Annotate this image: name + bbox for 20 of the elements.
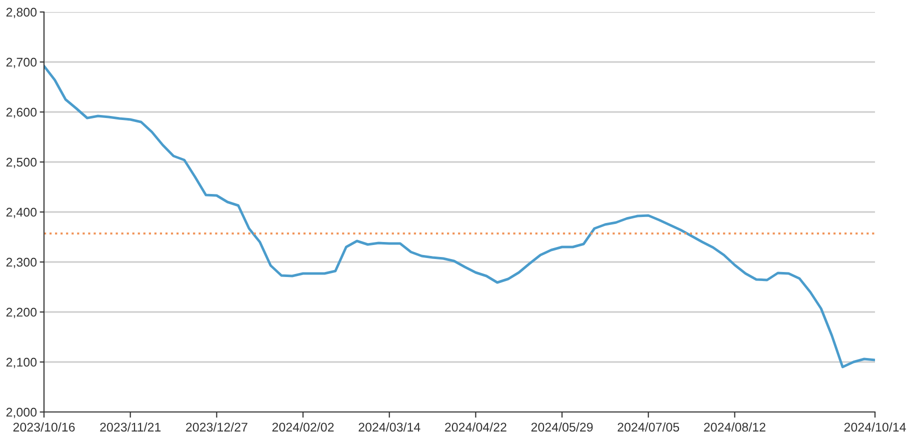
y-tick-label: 2,600 — [6, 108, 37, 118]
y-tick-label: 2,300 — [6, 258, 37, 268]
y-tick-label: 2,800 — [6, 8, 37, 18]
y-tick-label: 2,700 — [6, 58, 37, 68]
x-tick-label: 2024/10/14 — [844, 422, 906, 432]
x-tick-label: 2023/10/16 — [13, 422, 75, 432]
x-tick-label: 2024/05/29 — [531, 422, 593, 432]
y-tick-label: 2,400 — [6, 208, 37, 218]
x-tick-label: 2023/11/21 — [100, 422, 161, 432]
x-tick-label: 2023/12/27 — [186, 422, 248, 432]
x-tick-label: 2024/08/12 — [704, 422, 766, 432]
y-tick-label: 2,100 — [6, 358, 37, 368]
y-tick-label: 2,500 — [6, 158, 37, 168]
x-tick-label: 2024/07/05 — [618, 422, 680, 432]
x-tick-label: 2024/02/02 — [272, 422, 334, 432]
y-tick-label: 2,200 — [6, 308, 37, 318]
y-tick-label: 2,000 — [6, 408, 37, 418]
x-tick-label: 2024/04/22 — [445, 422, 506, 432]
line-series — [44, 64, 875, 368]
x-tick-label: 2024/03/14 — [358, 422, 420, 432]
